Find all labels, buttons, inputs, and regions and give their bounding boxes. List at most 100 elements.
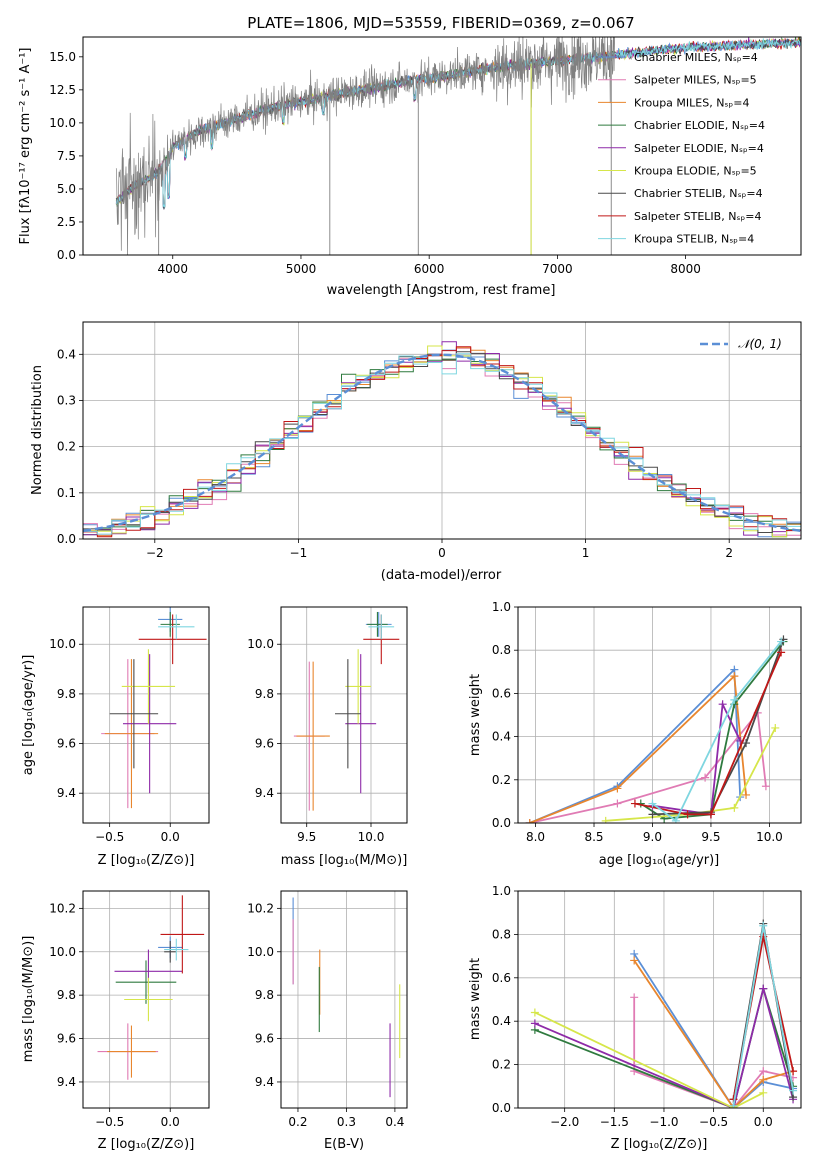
legend-label: 𝒩(0, 1) <box>738 337 782 351</box>
weight-vs-age-plot: 8.0 8.5 9.0 9.5 10.0 0.0 0.2 0.4 0.6 0.8 1.0 <box>492 600 802 844</box>
series-line <box>534 985 794 1108</box>
x-tick-label: 7000 <box>542 262 573 276</box>
histogram-plot: −2 −1 0 1 2 0.0 0.1 0.2 0.3 0.4 𝒩(0, 1) <box>57 321 802 560</box>
data-point <box>701 773 710 782</box>
y-tick-label: 0.0 <box>57 532 76 546</box>
p3-xlabel: age [log₁₀(age/yr)] <box>599 853 720 868</box>
data-point <box>771 723 780 732</box>
x-tick-label: −1.5 <box>600 1115 629 1129</box>
axes-frame <box>517 890 802 1109</box>
y-tick-label: 9.4 <box>57 1075 76 1089</box>
p1-xlabel: Z [log₁₀(Z/Z⊙)] <box>98 853 195 868</box>
p4-xlabel: Z [log₁₀(Z/Z⊙)] <box>98 1137 195 1152</box>
histogram-step <box>83 346 801 538</box>
data-point <box>525 819 534 823</box>
y-tick-label: 2.5 <box>57 215 76 229</box>
y-tick-label: 10.0 <box>49 116 76 130</box>
y-tick-label: 10.0 <box>49 637 76 651</box>
y-tick-label: 0.2 <box>492 1058 511 1072</box>
x-tick-label: 5000 <box>286 262 317 276</box>
spectrum-ylabel: Flux [fλ10⁻¹⁷ erg cm⁻² s⁻¹ A⁻¹] <box>18 48 33 245</box>
x-tick-label: −0.5 <box>699 1115 728 1129</box>
legend-label: Salpeter STELIB, Nₛₚ=4 <box>634 210 761 223</box>
x-tick-label: 4000 <box>157 262 188 276</box>
data-point <box>706 810 715 819</box>
data-point <box>759 1088 768 1097</box>
y-tick-label: 10.2 <box>49 901 76 915</box>
y-tick-label: 0.2 <box>492 773 511 787</box>
data-point <box>742 790 751 799</box>
z-vs-age-plot: −0.5 0.0 9.4 9.6 9.8 10.0 <box>49 606 210 844</box>
data-point <box>601 816 610 823</box>
x-tick-label: −2.0 <box>550 1115 579 1129</box>
data-point <box>742 739 751 748</box>
x-tick-label: 8.5 <box>584 830 603 844</box>
data-point <box>530 1008 539 1017</box>
legend-label: Salpeter MILES, Nₛₚ=5 <box>634 74 757 87</box>
y-tick-label: 15.0 <box>49 50 76 64</box>
data-point <box>530 1019 539 1028</box>
ebv-vs-mass-plot: 0.2 0.3 0.4 9.4 9.6 9.8 10.0 10.2 <box>247 890 408 1129</box>
y-tick-label: 9.6 <box>57 737 76 751</box>
y-tick-label: 0.4 <box>492 730 511 744</box>
y-tick-label: 0.0 <box>57 248 76 262</box>
data-point <box>777 648 786 657</box>
p6-ylabel: mass weight <box>468 958 483 1040</box>
data-point <box>718 700 727 709</box>
x-tick-label: −1.0 <box>649 1115 678 1129</box>
y-tick-label: 9.6 <box>57 1032 76 1046</box>
data-point <box>729 1101 738 1108</box>
y-tick-label: 10.2 <box>247 901 274 915</box>
data-point <box>648 810 657 819</box>
axes-frame <box>82 606 210 824</box>
legend-label: Chabrier ELODIE, Nₛₚ=4 <box>634 119 765 132</box>
y-tick-label: 9.4 <box>255 1075 274 1089</box>
x-tick-label: −0.5 <box>95 830 124 844</box>
y-tick-label: 1.0 <box>492 884 511 898</box>
axes-frame <box>82 36 802 256</box>
plot-area <box>530 919 798 1108</box>
series-line <box>529 674 747 823</box>
y-tick-label: 0.0 <box>492 1101 511 1115</box>
data-point <box>730 695 739 704</box>
y-tick-label: 10.0 <box>247 945 274 959</box>
plot-area <box>101 607 207 809</box>
data-point <box>613 784 622 793</box>
x-tick-label: 2 <box>725 546 733 560</box>
histogram-step <box>83 351 801 533</box>
spectrum-legend: Chabrier MILES, Nₛₚ=4 Salpeter MILES, Nₛₚ… <box>598 51 765 246</box>
y-tick-label: 9.8 <box>255 687 274 701</box>
x-tick-label: 0.2 <box>288 1115 307 1129</box>
x-tick-label: 9.0 <box>643 830 662 844</box>
spectrum-plot: 4000 5000 6000 7000 8000 0.0 2.5 5.0 7.5 10.0 12.5… <box>49 36 802 276</box>
histogram-ylabel: Normed distribution <box>30 365 45 495</box>
data-point <box>759 984 768 993</box>
x-tick-label: 0.4 <box>385 1115 404 1129</box>
histogram-step <box>83 353 801 535</box>
plot-area <box>83 341 801 538</box>
plot-area <box>292 897 401 1098</box>
y-tick-label: 9.4 <box>255 786 274 800</box>
series-line <box>633 997 794 1108</box>
data-point <box>759 921 768 930</box>
y-tick-label: 5.0 <box>57 182 76 196</box>
x-tick-label: −2 <box>146 546 164 560</box>
plot-area <box>525 635 788 823</box>
x-tick-label: 0.3 <box>337 1115 356 1129</box>
p3-ylabel: mass weight <box>468 674 483 756</box>
p2-xlabel: mass [log₁₀(M/M⊙)] <box>281 853 408 868</box>
x-tick-label: 0.0 <box>161 830 180 844</box>
y-tick-label: 10.0 <box>49 945 76 959</box>
legend-label: Chabrier STELIB, Nₛₚ=4 <box>634 187 763 200</box>
y-tick-label: 0.6 <box>492 686 511 700</box>
y-tick-label: 10.0 <box>247 637 274 651</box>
y-tick-label: 7.5 <box>57 149 76 163</box>
data-point <box>777 637 786 646</box>
gaussian-curve <box>83 353 801 533</box>
y-tick-label: 0.8 <box>492 927 511 941</box>
legend-label: Kroupa ELODIE, Nₛₚ=5 <box>634 165 757 178</box>
p6-xlabel: Z [log₁₀(Z/Z⊙)] <box>611 1137 708 1152</box>
x-tick-label: 9.5 <box>297 830 316 844</box>
legend-label: Kroupa STELIB, Nₛₚ=4 <box>634 233 754 246</box>
data-point <box>671 816 680 823</box>
